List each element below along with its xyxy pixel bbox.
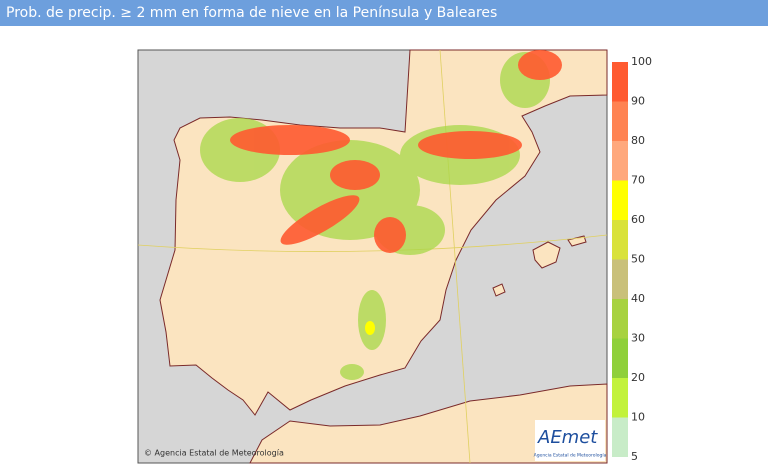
- logo-subtitle: Agencia Estatal de Meteorología: [534, 452, 607, 459]
- meridian: [439, 49, 471, 464]
- legend-tick-label: 90: [631, 95, 645, 108]
- legend-tick-label: 60: [631, 213, 645, 226]
- legend-swatch: [612, 417, 628, 457]
- legend-tick-label: 80: [631, 134, 645, 147]
- ibiza: [492, 283, 506, 297]
- legend-swatch: [612, 141, 628, 181]
- prob-area: [518, 50, 562, 80]
- graticule: [137, 49, 608, 464]
- legend-tick-label: 30: [631, 332, 645, 345]
- snow-probability: [200, 50, 562, 380]
- prob-area: [374, 217, 406, 253]
- prob-area: [230, 125, 350, 155]
- legend-swatch: [612, 259, 628, 299]
- prob-area: [330, 160, 380, 190]
- map-credit: © Agencia Estatal de Meteorología: [144, 449, 284, 458]
- logo-box: [535, 420, 605, 461]
- legend-tick-label: 10: [631, 411, 645, 424]
- legend-swatch: [612, 220, 628, 260]
- prob-area: [418, 131, 522, 159]
- parallel: [137, 234, 608, 252]
- legend-swatch: [612, 62, 628, 102]
- legend-swatch: [612, 378, 628, 418]
- legend-tick-label: 100: [631, 55, 652, 68]
- prob-area: [280, 195, 360, 245]
- menorca: [567, 235, 587, 247]
- mallorca: [532, 241, 561, 269]
- legend: 100 90 80 70 60 50 40 30 20 10 5: [612, 55, 652, 463]
- legend-swatch: [612, 338, 628, 378]
- legend-tick-label: 40: [631, 292, 645, 305]
- prob-area: [358, 290, 386, 350]
- legend-tick-label: 70: [631, 174, 645, 187]
- prob-area: [340, 364, 364, 380]
- prob-area: [365, 321, 375, 335]
- legend-tick-label: 20: [631, 371, 645, 384]
- legend-tick-label: 50: [631, 253, 645, 266]
- legend-swatch: [612, 101, 628, 141]
- legend-tick-label: 5: [631, 450, 638, 463]
- africa: [249, 383, 608, 464]
- legend-swatch: [612, 180, 628, 220]
- page-title: Prob. de precip. ≥ 2 mm en forma de niev…: [0, 0, 768, 26]
- logo-text: AEmet: [537, 427, 598, 448]
- legend-swatch: [612, 299, 628, 339]
